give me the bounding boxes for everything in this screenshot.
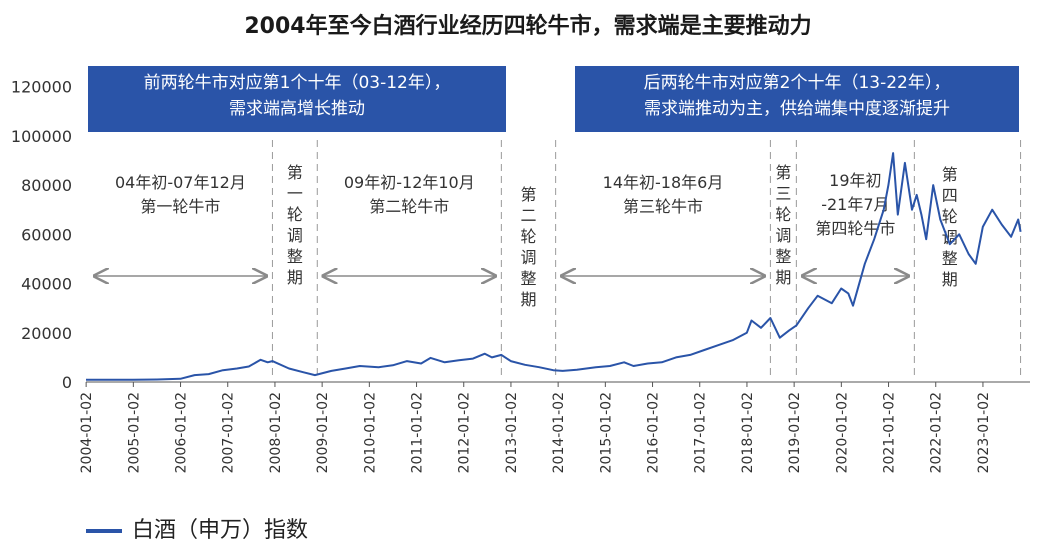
phase-label-line: 第一轮牛市 [140, 197, 220, 216]
chart-title: 2004年至今白酒行业经历四轮牛市，需求端是主要推动力 [244, 14, 812, 39]
x-tick-label: 2006-01-02 [174, 392, 190, 473]
axes-layer: 0 20000 40000 60000 80000 100000 120000 2004-01… [11, 78, 1030, 473]
phase-label-char: 第 [520, 185, 536, 204]
series-layer [86, 152, 1022, 381]
phase-label-char: 第 [775, 163, 791, 182]
legend-label: 白酒（申万）指数 [132, 518, 309, 543]
phase-label-line: 09年初-12年10月 [344, 173, 475, 192]
phase-label-char: 调 [775, 226, 791, 245]
x-tick-label: 2011-01-02 [410, 392, 426, 473]
legend: 白酒（申万）指数 [86, 512, 308, 544]
phase-label-char: 期 [942, 270, 958, 289]
x-tick-label: 2014-01-02 [551, 392, 567, 473]
y-tick-label: 100000 [11, 127, 72, 146]
banner-first-decade: 前两轮牛市对应第1个十年（03-12年）， 需求端高增长推动 [88, 66, 506, 132]
x-tick-label: 2018-01-02 [740, 392, 756, 473]
phase-label-char: 调 [287, 226, 303, 245]
x-tick-label: 2013-01-02 [504, 392, 520, 473]
phase-label-line: 19年初 [829, 171, 881, 190]
x-tick-label: 2012-01-02 [457, 392, 473, 473]
y-tick-label: 60000 [21, 225, 72, 244]
x-tick-label: 2021-01-02 [882, 392, 898, 473]
phase-label-line: -21年7月 [821, 195, 889, 214]
x-tick-label: 2008-01-02 [268, 392, 284, 473]
y-tick-label: 0 [62, 373, 72, 392]
y-tick-label: 40000 [21, 275, 72, 294]
x-tick-label: 2005-01-02 [126, 392, 142, 473]
phase-label-char: 轮 [775, 205, 791, 224]
series-line-baijiu-index [86, 152, 1022, 381]
x-tick-label: 2019-01-02 [787, 392, 803, 473]
phase-label-char: 整 [520, 269, 536, 288]
x-tick-label: 2016-01-02 [646, 392, 662, 473]
phase-label-char: 期 [775, 268, 791, 287]
phase-label-line: 第四轮牛市 [815, 219, 895, 238]
phase-label-char: 轮 [287, 205, 303, 224]
x-tick-label: 2017-01-02 [693, 392, 709, 473]
y-tick-label: 80000 [21, 176, 72, 195]
phase-label-char: 调 [520, 248, 536, 267]
phase-label-char: 轮 [520, 227, 536, 246]
phase-label-char: 整 [287, 247, 303, 266]
phase-label-line: 第三轮牛市 [623, 197, 703, 216]
x-tick-label: 2004-01-02 [79, 392, 95, 473]
x-tick-label: 2022-01-02 [929, 392, 945, 473]
phase-label-char: 四 [942, 186, 958, 205]
banner-second-decade: 后两轮牛市对应第2个十年（13-22年）， 需求端推动为主，供给端集中度逐渐提升 [575, 66, 1019, 132]
phase-label-char: 三 [775, 184, 791, 203]
x-tick-label: 2010-01-02 [362, 392, 378, 473]
banner-second-decade-line-1: 后两轮牛市对应第2个十年（13-22年）， [643, 73, 951, 93]
phase-label-line: 14年初-18年6月 [603, 173, 724, 192]
banner-second-decade-line-2: 需求端推动为主，供给端集中度逐渐提升 [644, 99, 950, 119]
x-tick-label: 2009-01-02 [315, 392, 331, 473]
phase-label-line: 04年初-07年12月 [115, 173, 246, 192]
x-tick-label: 2020-01-02 [834, 392, 850, 473]
y-tick-label: 20000 [21, 324, 72, 343]
banner-first-decade-line-2: 需求端高增长推动 [229, 99, 365, 119]
phase-label-char: 二 [520, 206, 536, 225]
x-tick-label: 2023-01-02 [976, 392, 992, 473]
phase-label-char: 轮 [942, 207, 958, 226]
phase-label-char: 整 [942, 249, 958, 268]
x-tick-label: 2015-01-02 [598, 392, 614, 473]
phase-label-char: 第 [287, 163, 303, 182]
phases-layer: 04年初-07年12月第一轮牛市第一轮调整期09年初-12年10月第二轮牛市第二… [94, 140, 1022, 378]
x-tick-label: 2007-01-02 [221, 392, 237, 473]
phase-label-char: 一 [287, 184, 303, 203]
legend-swatch [86, 529, 122, 533]
phase-label-char: 期 [287, 268, 303, 287]
banner-first-decade-line-1: 前两轮牛市对应第1个十年（03-12年）， [143, 73, 451, 93]
phase-label-char: 第 [942, 165, 958, 184]
phase-label-char: 整 [775, 247, 791, 266]
y-tick-label: 120000 [11, 78, 72, 97]
phase-label-line: 第二轮牛市 [369, 197, 449, 216]
phase-label-char: 期 [520, 290, 536, 309]
